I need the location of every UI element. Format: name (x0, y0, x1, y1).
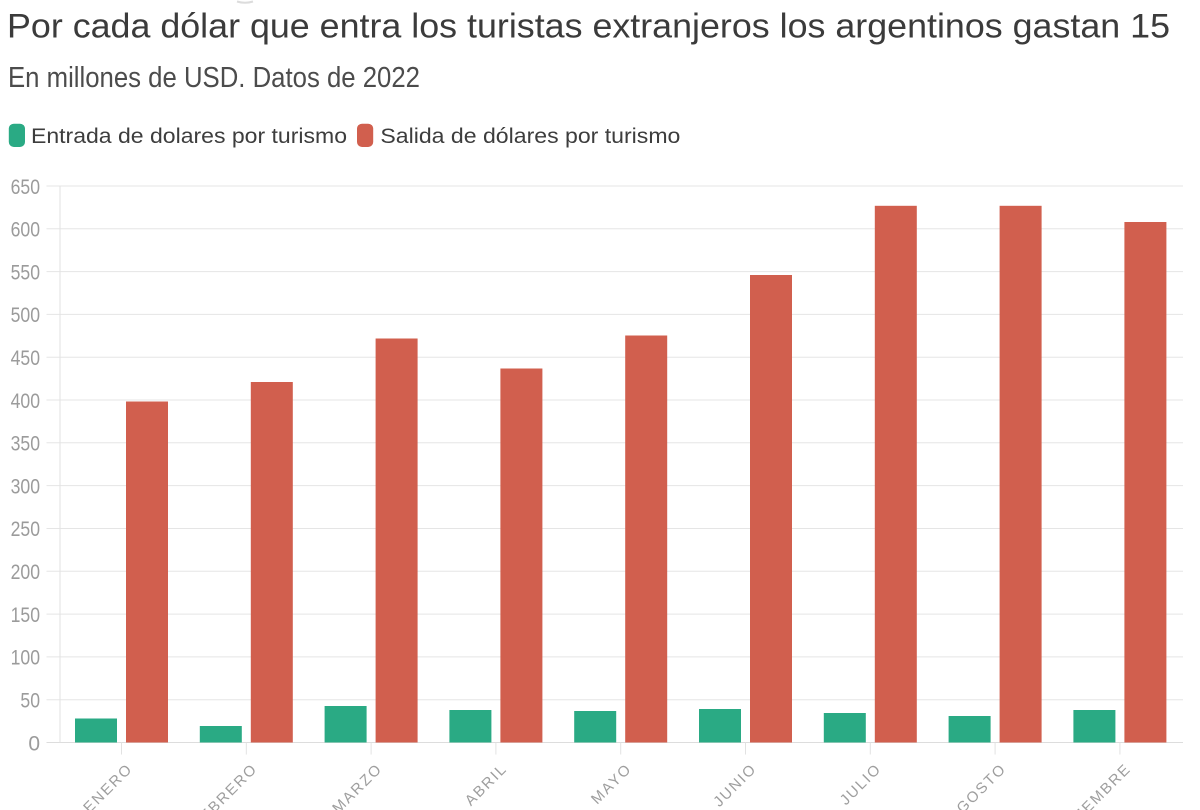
svg-text:Por cada dólar que entra los t: Por cada dólar que entra los turistas ex… (7, 7, 1170, 45)
svg-text:Entrada de dolares por turismo: Entrada de dolares por turismo (31, 125, 347, 148)
svg-text:ABRIL: ABRIL (462, 760, 511, 809)
svg-text:350: 350 (11, 433, 40, 456)
svg-text:0: 0 (28, 732, 40, 755)
svg-text:JUNIO: JUNIO (710, 760, 760, 810)
svg-text:100: 100 (11, 647, 40, 670)
svg-text:500: 500 (11, 304, 40, 327)
svg-text:MAYO: MAYO (588, 760, 636, 808)
svg-text:400: 400 (11, 390, 40, 413)
svg-text:FEBRERO: FEBRERO (189, 760, 261, 810)
svg-text:600: 600 (11, 219, 40, 242)
svg-text:JULIO: JULIO (837, 760, 885, 808)
svg-text:ENERO: ENERO (80, 760, 136, 810)
svg-text:450: 450 (11, 347, 40, 370)
svg-text:550: 550 (11, 261, 40, 284)
svg-text:250: 250 (11, 518, 40, 541)
svg-text:SEPTIEMBRE: SEPTIEMBRE (1042, 760, 1135, 810)
svg-text:AGOSTO: AGOSTO (945, 760, 1010, 810)
svg-text:Salida de dólares por turismo: Salida de dólares por turismo (380, 125, 680, 148)
svg-text:50: 50 (20, 690, 40, 713)
svg-text:MARZO: MARZO (329, 760, 386, 810)
svg-text:300: 300 (11, 475, 40, 498)
svg-text:650: 650 (11, 176, 40, 199)
svg-text:En millones de USD. Datos de 2: En millones de USD. Datos de 2022 (8, 62, 420, 94)
svg-text:200: 200 (11, 561, 40, 584)
svg-text:150: 150 (11, 604, 40, 627)
